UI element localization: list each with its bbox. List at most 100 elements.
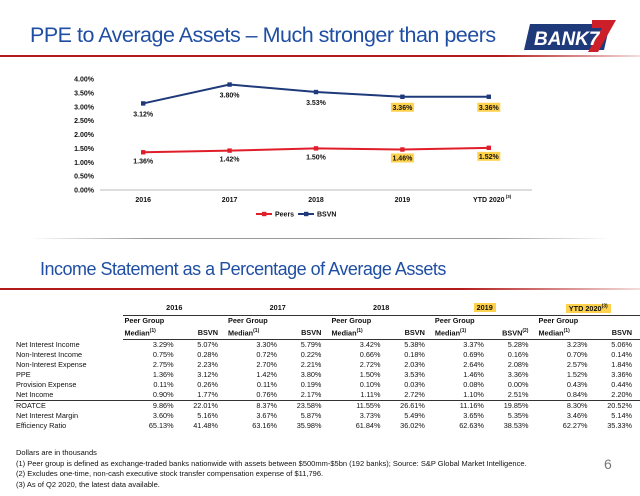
footnotes: Dollars are in thousands (1) Peer group … <box>16 448 527 490</box>
peer-value: 1.36% <box>152 369 174 379</box>
bsvn-value: 0.19% <box>300 379 322 389</box>
row-label: Net Interest Income <box>16 339 80 349</box>
data-point <box>141 150 146 155</box>
bsvn-value: 1.77% <box>197 389 218 399</box>
peer-value: 62.63% <box>459 420 484 430</box>
row-label: Net Interest Margin <box>16 410 79 420</box>
median-header: Median(1) <box>329 326 383 340</box>
peer-value: 63.16% <box>252 420 278 430</box>
row-label: Efficiency Ratio <box>16 420 67 430</box>
table-row: Non-Interest Income 0.75% 0.28% 0.72% 0.22% 0… <box>14 350 640 360</box>
data-label: 1.42% <box>220 157 241 164</box>
data-point <box>313 89 319 95</box>
bsvn-value: 0.26% <box>197 379 218 389</box>
y-tick-label: 1.50% <box>74 146 95 153</box>
bsvn-value: 2.51% <box>507 389 529 399</box>
bsvn-value: 2.72% <box>404 389 425 399</box>
bsvn-value: 5.87% <box>300 410 322 420</box>
data-point <box>313 146 319 151</box>
peer-value: 0.90% <box>152 389 174 399</box>
bsvn-value: 5.07% <box>197 339 218 349</box>
section-title: Income Statement as a Percentage of Aver… <box>40 259 446 279</box>
bsvn-value: 0.44% <box>611 379 632 389</box>
y-tick-label: 1.00% <box>74 160 95 167</box>
bsvn-header: BSVN <box>382 326 433 340</box>
bsvn-value: 0.22% <box>300 349 322 359</box>
bsvn-value: 5.14% <box>611 410 632 420</box>
peer-value: 0.11% <box>256 379 278 389</box>
year-header: YTD 2020(3) <box>536 302 640 317</box>
title-divider <box>0 55 640 57</box>
bsvn-value: 0.03% <box>404 379 425 389</box>
peer-value: 0.69% <box>463 349 484 359</box>
bsvn-header: BSVN <box>279 326 330 340</box>
data-point <box>486 94 491 99</box>
footnote: (2) Excludes one-time, non-cash executiv… <box>16 469 324 478</box>
peer-value: 0.43% <box>566 379 588 389</box>
table-row: Net Interest Income 3.29% 5.07% 3.30% 5.79% 3… <box>14 339 640 350</box>
section-divider <box>30 238 610 239</box>
bsvn-value: 0.28% <box>197 349 218 359</box>
median-header: Median(1) <box>225 326 280 340</box>
blank-cell <box>382 316 432 327</box>
row-label: Non-Interest Income <box>16 349 83 359</box>
table-row: PPE 1.36% 3.12% 1.42% 3.80% 1.50% 3.53% 1.46% 3.… <box>14 370 640 380</box>
bsvn-header: BSVN <box>175 326 226 340</box>
data-label: 1.46% <box>392 155 413 162</box>
bsvn-value: 5.38% <box>404 339 425 349</box>
peer-value: 2.57% <box>566 359 588 369</box>
bsvn-value: 3.80% <box>300 369 322 379</box>
data-label: 1.52% <box>479 154 500 161</box>
y-tick-label: 3.00% <box>74 104 95 111</box>
bsvn-value: 2.08% <box>507 359 529 369</box>
row-label: PPE <box>16 369 31 379</box>
bank7-logo: BANK7 <box>524 20 616 52</box>
bsvn-value: 0.16% <box>507 349 529 359</box>
bsvn-value: 3.36% <box>611 369 632 379</box>
peer-value: 3.73% <box>359 410 381 420</box>
section-title-divider <box>0 288 640 290</box>
peer-value: 0.72% <box>256 349 278 359</box>
data-label: 3.53% <box>306 100 327 107</box>
blank-cell <box>176 316 226 327</box>
bsvn-value: 3.53% <box>404 369 425 379</box>
bsvn-value: 3.36% <box>507 369 529 379</box>
peer-value: 2.70% <box>256 359 278 369</box>
year-header: 2018 <box>329 302 433 317</box>
legend-label: BSVN <box>317 212 336 219</box>
table-row: Net Income 0.90% 1.77% 0.76% 2.17% 1.11% 2.72%… <box>14 390 640 401</box>
data-point <box>141 101 146 106</box>
peer-group-label: Peer Group <box>434 316 475 326</box>
income-statement-table: 2016 2017 2018 2019 YTD 2020(3) Peer Group Pe… <box>14 302 640 431</box>
data-point <box>227 148 232 153</box>
bsvn-value: 5.79% <box>300 339 322 349</box>
peer-value: 0.75% <box>152 349 174 359</box>
bsvn-value: 2.20% <box>611 389 632 399</box>
peer-value: 2.72% <box>359 359 381 369</box>
page-number: 6 <box>604 456 612 472</box>
legend-label: Peers <box>275 212 294 219</box>
bsvn-value: 2.23% <box>197 359 218 369</box>
legend-marker <box>262 211 267 217</box>
data-label: 3.36% <box>479 105 500 112</box>
page-title: PPE to Average Assets – Much stronger th… <box>30 23 496 47</box>
peer-value: 3.42% <box>359 339 381 349</box>
table-row: Efficiency Ratio 65.13% 41.48% 63.16% 35.98%… <box>14 421 640 431</box>
peer-value: 1.42% <box>256 369 278 379</box>
year-header: 2017 <box>225 302 330 317</box>
bsvn-value: 26.61% <box>382 399 433 411</box>
peer-value: 3.23% <box>566 339 588 349</box>
bsvn-value: 2.21% <box>300 359 322 369</box>
peer-value: 8.30% <box>536 399 590 411</box>
year-header: 2019 <box>432 302 537 317</box>
peer-group-label: Peer Group <box>331 316 372 326</box>
peer-group-label: Peer Group <box>538 316 579 326</box>
table-row: Provision Expense 0.11% 0.26% 0.11% 0.19% 0.1… <box>14 380 640 390</box>
data-label: 1.36% <box>133 158 154 165</box>
bsvn-value: 20.52% <box>589 399 640 411</box>
data-label-highlight <box>477 102 501 112</box>
bsvn-value: 2.17% <box>300 389 322 399</box>
row-label: Provision Expense <box>16 379 77 389</box>
peer-value: 1.50% <box>359 369 381 379</box>
bsvn-value: 1.84% <box>611 359 632 369</box>
